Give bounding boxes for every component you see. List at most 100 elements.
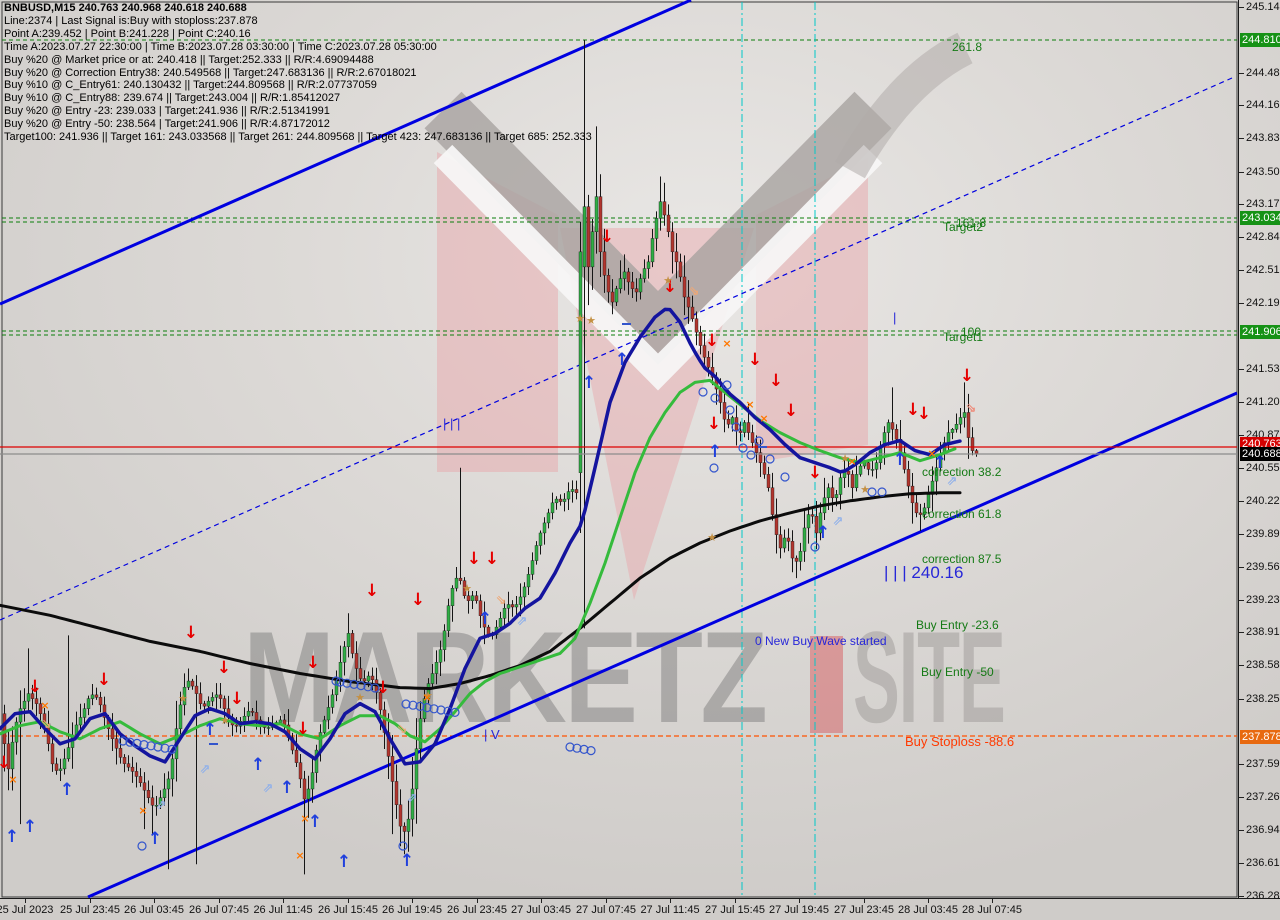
time-tick bbox=[799, 899, 800, 903]
time-tick-label: 25 Jul 2023 bbox=[0, 904, 54, 916]
price-tick bbox=[1239, 402, 1244, 403]
signal-info-line: Buy %20 @ Entry -50: 238.564 | Target:24… bbox=[4, 118, 330, 131]
price-level-label: 241.906 bbox=[1240, 325, 1280, 339]
time-tick bbox=[154, 899, 155, 903]
signal-marker-icon: ↑ bbox=[582, 373, 596, 393]
price-axis[interactable]: 245.145 244.485 244.160 243.830 243.500 243.1… bbox=[1238, 0, 1280, 902]
price-tick bbox=[1239, 73, 1244, 74]
signal-marker-icon: ⇘ bbox=[689, 284, 700, 299]
price-tick bbox=[1239, 896, 1244, 897]
time-tick bbox=[283, 899, 284, 903]
price-tick bbox=[1239, 468, 1244, 469]
signal-marker-icon: ↓ bbox=[217, 658, 231, 678]
signal-marker-icon: ⇗ bbox=[156, 798, 167, 813]
time-tick-label: 27 Jul 07:45 bbox=[576, 904, 636, 916]
signal-marker-icon: ⇘ bbox=[966, 401, 977, 416]
price-tick bbox=[1239, 105, 1244, 106]
signal-marker-icon: ★ bbox=[707, 531, 717, 544]
signal-marker-icon: ↓ bbox=[0, 753, 11, 773]
signal-marker-icon: ↑ bbox=[5, 827, 19, 847]
signal-info-line: Buy %20 @ Market price or at: 240.418 ||… bbox=[4, 53, 374, 66]
price-tick bbox=[1239, 632, 1244, 633]
signal-info-line: Buy %10 @ C_Entry61: 240.130432 || Targe… bbox=[4, 79, 377, 92]
price-tick-label: 236.280 bbox=[1246, 890, 1280, 902]
signal-marker-icon: ↓ bbox=[296, 719, 310, 739]
time-tick-label: 27 Jul 23:45 bbox=[834, 904, 894, 916]
signal-marker-icon: ↓ bbox=[748, 350, 762, 370]
signal-marker-icon: ↑ bbox=[478, 609, 492, 629]
signal-marker-icon: × bbox=[745, 398, 754, 411]
time-tick bbox=[90, 899, 91, 903]
time-tick-label: 28 Jul 07:45 bbox=[962, 904, 1022, 916]
signal-marker-icon: ★ bbox=[178, 692, 188, 705]
time-tick bbox=[348, 899, 349, 903]
price-level-label: 237.878 bbox=[1240, 730, 1280, 744]
signal-marker-icon: ↓ bbox=[808, 463, 822, 483]
time-tick-label: 27 Jul 11:45 bbox=[640, 904, 700, 916]
signal-marker-icon: × bbox=[138, 804, 147, 817]
price-tick-label: 241.535 bbox=[1246, 363, 1280, 375]
signal-marker-icon: ↑ bbox=[308, 812, 322, 832]
time-tick-label: 26 Jul 03:45 bbox=[124, 904, 184, 916]
signal-marker-icon: ↑ bbox=[280, 778, 294, 798]
watermark-text-right: SITE bbox=[853, 604, 1006, 750]
price-tick-label: 242.515 bbox=[1246, 264, 1280, 276]
signal-marker-icon: ⇘ bbox=[496, 593, 507, 608]
price-tick bbox=[1239, 534, 1244, 535]
time-tick bbox=[670, 899, 671, 903]
time-tick-label: 28 Jul 03:45 bbox=[898, 904, 958, 916]
signal-marker-icon: ↓ bbox=[906, 400, 920, 420]
price-tick bbox=[1239, 567, 1244, 568]
price-tick-label: 239.565 bbox=[1246, 561, 1280, 573]
price-tick-label: 237.595 bbox=[1246, 758, 1280, 770]
price-tick bbox=[1239, 435, 1244, 436]
price-tick-label: 238.580 bbox=[1246, 659, 1280, 671]
price-tick-label: 244.160 bbox=[1246, 99, 1280, 111]
signal-info-line: Buy %20 @ Entry -23: 239.033 | Target:24… bbox=[4, 105, 330, 118]
price-tick bbox=[1239, 172, 1244, 173]
price-tick-label: 241.205 bbox=[1246, 396, 1280, 408]
signal-info-line: Buy %10 @ C_Entry88: 239.674 || Target:2… bbox=[4, 92, 341, 105]
time-axis[interactable]: 25 Jul 2023 25 Jul 23:45 26 Jul 03:45 26 Ju… bbox=[0, 898, 1280, 920]
chart-title: BNBUSD,M15 240.763 240.968 240.618 240.6… bbox=[4, 2, 247, 14]
signal-marker-icon: ★ bbox=[355, 691, 365, 704]
signal-marker-icon: ↓ bbox=[485, 549, 499, 569]
time-tick bbox=[992, 899, 993, 903]
signal-marker-icon: ↑ bbox=[148, 829, 162, 849]
price-tick-label: 245.145 bbox=[1246, 1, 1280, 13]
time-tick-label: 26 Jul 07:45 bbox=[189, 904, 249, 916]
signal-marker-icon: ⇗ bbox=[947, 474, 958, 489]
signal-marker-icon: ★ bbox=[840, 452, 850, 465]
signal-marker-icon: ★ bbox=[586, 314, 596, 327]
price-tick-label: 236.610 bbox=[1246, 857, 1280, 869]
price-tick bbox=[1239, 501, 1244, 502]
signal-marker-icon: ⇘ bbox=[397, 722, 408, 737]
price-tick bbox=[1239, 863, 1244, 864]
signal-marker-icon: ⇗ bbox=[263, 781, 274, 796]
signal-info-line: Target100: 241.936 || Target 161: 243.03… bbox=[4, 131, 592, 144]
signal-marker-icon: ★ bbox=[575, 312, 585, 325]
time-tick-label: 25 Jul 23:45 bbox=[60, 904, 120, 916]
time-tick-label: 27 Jul 03:45 bbox=[511, 904, 571, 916]
signal-marker-icon: ↓ bbox=[705, 331, 719, 351]
chart-info-overlay: BNBUSD,M15 240.763 240.968 240.618 240.6… bbox=[4, 2, 592, 144]
signal-marker-icon: × bbox=[300, 812, 309, 825]
price-tick bbox=[1239, 303, 1244, 304]
signal-marker-icon: ↑ bbox=[203, 720, 217, 740]
time-tick-label: 27 Jul 19:45 bbox=[769, 904, 829, 916]
price-tick-label: 237.265 bbox=[1246, 791, 1280, 803]
price-tick-label: 239.890 bbox=[1246, 528, 1280, 540]
watermark-divider bbox=[810, 636, 843, 733]
signal-marker-icon: ↑ bbox=[337, 852, 351, 872]
price-tick bbox=[1239, 204, 1244, 205]
price-tick-label: 239.235 bbox=[1246, 594, 1280, 606]
signal-marker-icon: ↑ bbox=[893, 450, 907, 470]
price-tick-label: 243.175 bbox=[1246, 198, 1280, 210]
price-tick-label: 238.910 bbox=[1246, 626, 1280, 638]
signal-marker-icon: ↓ bbox=[411, 590, 425, 610]
time-tick-label: 26 Jul 15:45 bbox=[318, 904, 378, 916]
signal-marker-icon: ↓ bbox=[917, 404, 931, 424]
signal-marker-icon: ↑ bbox=[615, 350, 629, 370]
